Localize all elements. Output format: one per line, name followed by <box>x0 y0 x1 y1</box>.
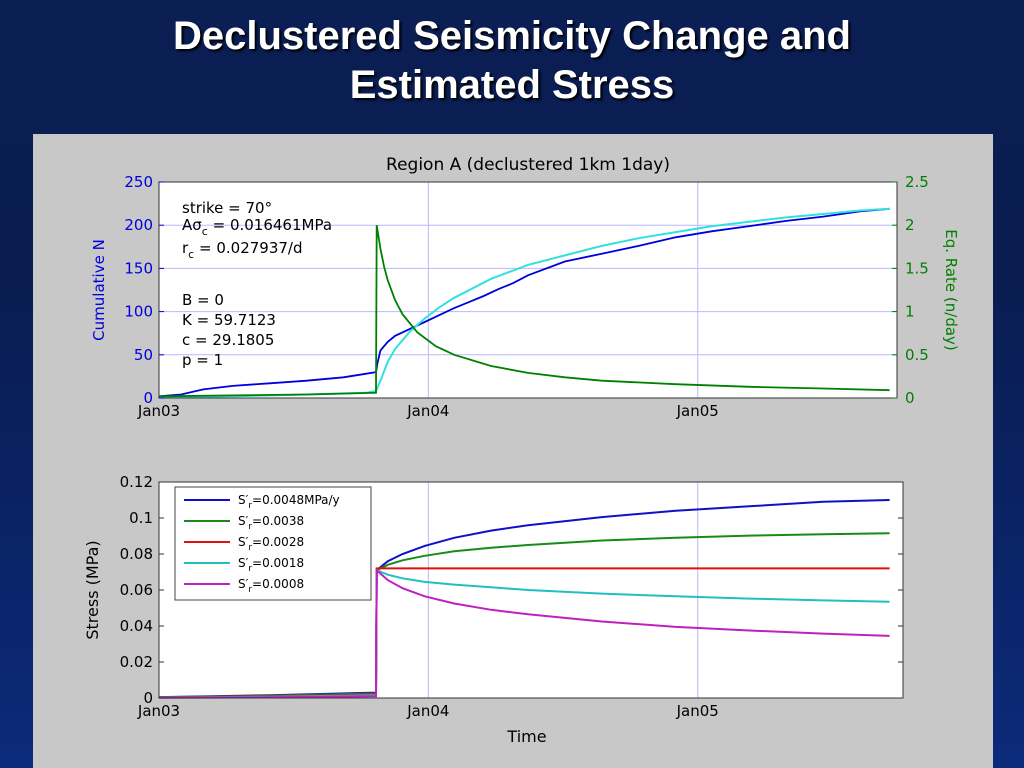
cumulative-n-line <box>158 207 890 398</box>
bottom-x-axis-label: Time <box>506 727 546 746</box>
slide-title-line-2: Estimated Stress <box>349 63 675 107</box>
stress-series-5 <box>158 567 890 699</box>
bottom-left-tick-label: 0 <box>143 689 153 707</box>
top-chart-title: Region A (declustered 1km 1day) <box>386 155 670 175</box>
top-left-axis-label: Cumulative N <box>90 239 108 341</box>
bottom-left-tick-label: 0.1 <box>129 509 153 527</box>
bottom-left-tick-label: 0.08 <box>120 545 153 563</box>
slide-title-line-1: Declustered Seismicity Change and <box>172 14 851 58</box>
top-right-tick-label: 0.5 <box>905 346 929 364</box>
top-right-tick-label: 2.5 <box>905 173 929 191</box>
bottom-grid <box>427 482 699 698</box>
top-left-axis: 0 50 100 150 200 250 <box>124 173 164 407</box>
annotation-p: p = 1 <box>182 351 223 369</box>
bottom-left-tick-label: 0.06 <box>120 581 153 599</box>
legend-box <box>174 486 372 601</box>
top-left-tick-label: 150 <box>124 259 153 277</box>
top-annotations: strike = 70° Aσc = 0.016461MPa rc = 0.02… <box>182 199 332 369</box>
eq-rate-line <box>158 225 890 398</box>
top-right-tick-label: 2 <box>905 216 915 234</box>
top-left-tick-label: 200 <box>124 216 153 234</box>
annotation-b: B = 0 <box>182 291 224 309</box>
legend-label-5: S′r=0.0008 <box>238 577 304 595</box>
bottom-chart: 0 0.02 0.04 0.06 0.08 0.1 0.12 Jan03 Jan04 Jan05… <box>83 473 904 746</box>
annotation-rc: rc = 0.027937/d <box>182 239 303 261</box>
top-right-tick-label: 1.5 <box>905 259 929 277</box>
annotation-asigma: Aσc = 0.016461MPa <box>182 216 332 238</box>
top-x-tick-label: Jan04 <box>406 402 449 420</box>
top-x-axis: Jan03 Jan04 Jan05 <box>137 402 719 420</box>
top-x-tick-label: Jan03 <box>137 402 180 420</box>
bottom-x-axis: Jan03 Jan04 Jan05 <box>137 702 719 720</box>
bottom-legend: S′r=0.0048MPa/y S′r=0.0038 S′r=0.0028 S′r=0… <box>174 486 372 601</box>
top-x-tick-label: Jan05 <box>676 402 719 420</box>
annotation-strike: strike = 70° <box>182 199 272 217</box>
annotation-k: K = 59.7123 <box>182 311 276 329</box>
annotation-c: c = 29.1805 <box>182 331 274 349</box>
legend-label-4: S′r=0.0018 <box>238 556 304 574</box>
top-left-tick-label: 250 <box>124 173 153 191</box>
top-series-group <box>158 207 890 399</box>
slide-title: Declustered Seismicity Change and Estima… <box>0 12 1024 110</box>
bottom-left-axis: 0 0.02 0.04 0.06 0.08 0.1 0.12 <box>120 473 903 707</box>
bottom-x-tick-label: Jan05 <box>676 702 719 720</box>
bottom-x-tick-label: Jan04 <box>406 702 449 720</box>
top-right-axis-label: Eq. Rate (n/day) <box>942 229 960 351</box>
top-right-axis: 0 0.5 1 1.5 2 2.5 <box>892 173 929 407</box>
bottom-x-tick-label: Jan03 <box>137 702 180 720</box>
bottom-left-tick-label: 0.02 <box>120 653 153 671</box>
top-plot-frame <box>158 181 898 399</box>
top-left-tick-label: 100 <box>124 303 153 321</box>
legend-label-3: S′r=0.0028 <box>238 535 304 553</box>
top-left-tick-label: 50 <box>134 346 153 364</box>
bottom-left-tick-label: 0.12 <box>120 473 153 491</box>
bottom-series-group <box>158 499 890 699</box>
bottom-left-axis-label: Stress (MPa) <box>83 540 102 639</box>
cumulative-model-line <box>158 207 890 399</box>
bottom-left-tick-label: 0.04 <box>120 617 153 635</box>
top-grid <box>159 182 897 398</box>
legend-label-1: S′r=0.0048MPa/y <box>238 493 340 511</box>
top-right-tick-label: 0 <box>905 389 915 407</box>
top-right-tick-label: 1 <box>905 303 915 321</box>
top-left-tick-label: 0 <box>143 389 153 407</box>
legend-label-2: S′r=0.0038 <box>238 514 304 532</box>
